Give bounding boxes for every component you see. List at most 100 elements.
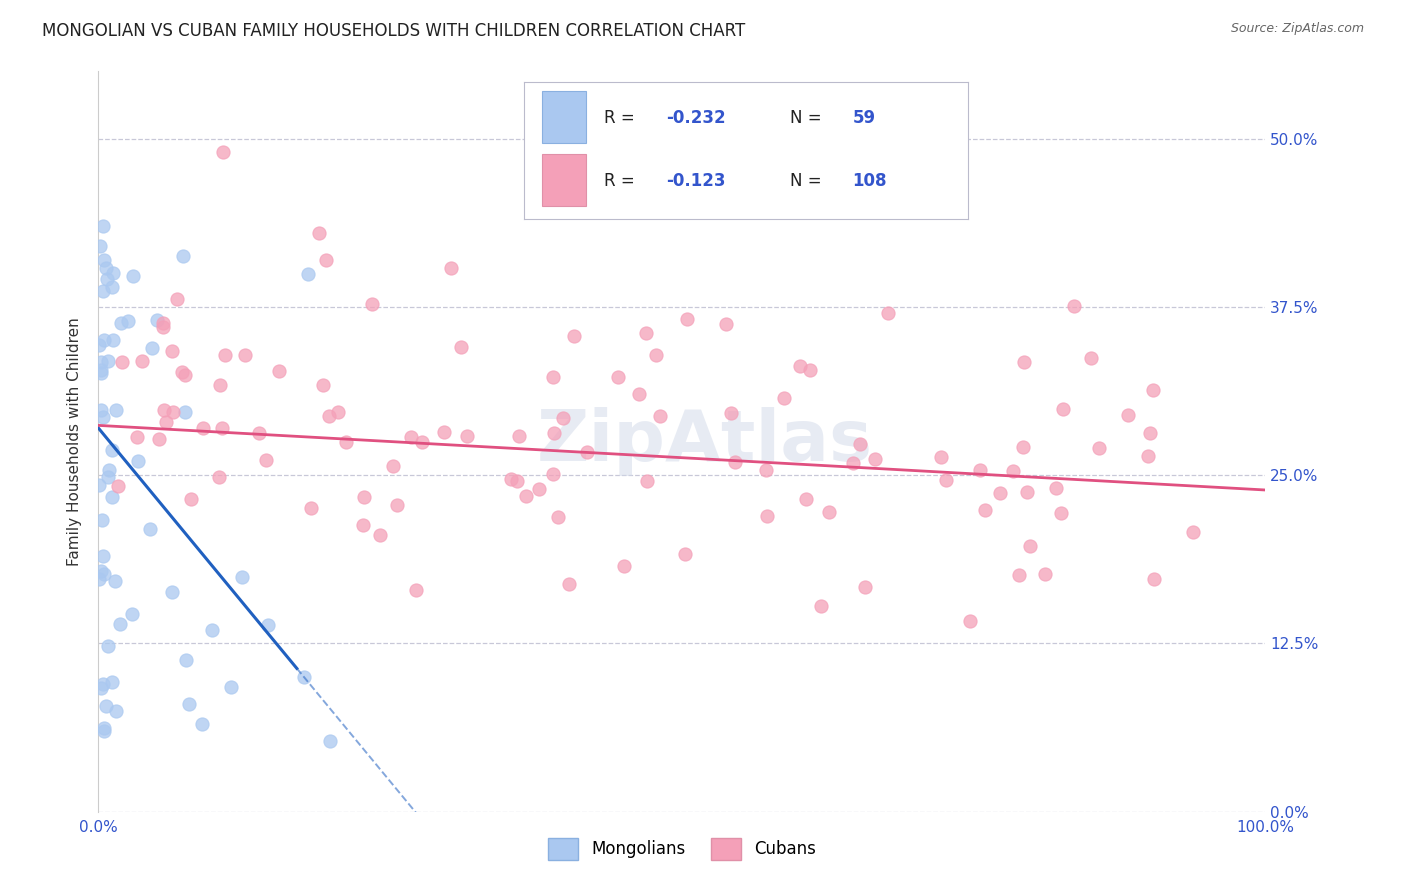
Point	[90, 367, 112, 381]
Point	[312, 378, 335, 392]
Point	[93, 566, 115, 581]
Point	[152, 403, 174, 417]
Point	[98, 463, 121, 477]
Point	[1080, 351, 1102, 365]
Point	[326, 405, 349, 419]
Point	[139, 522, 162, 536]
Point	[319, 733, 342, 747]
Point	[125, 430, 148, 444]
Y-axis label: Family Households with Children: Family Households with Children	[67, 318, 83, 566]
Legend: Mongolians, Cubans: Mongolians, Cubans	[541, 831, 823, 866]
Text: ZipAtlas: ZipAtlas	[537, 407, 873, 476]
Point	[755, 509, 778, 524]
Text: Source: ZipAtlas.com: Source: ZipAtlas.com	[1230, 22, 1364, 36]
Point	[97, 354, 120, 368]
Point	[796, 491, 818, 506]
Point	[174, 405, 197, 419]
Point	[506, 475, 529, 489]
Point	[103, 574, 125, 589]
Point	[1019, 539, 1042, 553]
Point	[929, 450, 952, 464]
Point	[308, 226, 330, 240]
Point	[1181, 524, 1204, 539]
Point	[90, 681, 112, 695]
Point	[100, 490, 122, 504]
Point	[385, 498, 408, 512]
Point	[450, 340, 472, 354]
Point	[191, 717, 214, 731]
Point	[724, 455, 747, 469]
Point	[562, 329, 585, 343]
Point	[675, 312, 697, 326]
Point	[1017, 484, 1039, 499]
Point	[301, 501, 323, 516]
Point	[877, 306, 900, 320]
Point	[219, 680, 242, 694]
Point	[101, 333, 124, 347]
Point	[121, 268, 143, 283]
Point	[101, 674, 124, 689]
Point	[606, 369, 628, 384]
Point	[969, 463, 991, 477]
Point	[1012, 440, 1035, 454]
Point	[541, 370, 564, 384]
Point	[148, 432, 170, 446]
Point	[254, 453, 277, 467]
Point	[818, 505, 841, 519]
Point	[90, 402, 112, 417]
Point	[543, 467, 565, 482]
Point	[89, 363, 111, 377]
Point	[87, 573, 110, 587]
Point	[141, 341, 163, 355]
Point	[90, 513, 112, 527]
Point	[368, 528, 391, 542]
Point	[1002, 464, 1025, 478]
Point	[176, 653, 198, 667]
Point	[152, 316, 174, 330]
Point	[101, 280, 124, 294]
Point	[90, 354, 112, 368]
Point	[100, 442, 122, 457]
Point	[644, 348, 666, 362]
Point	[335, 435, 357, 450]
Point	[501, 472, 523, 486]
Point	[160, 343, 183, 358]
Point	[973, 503, 995, 517]
Point	[89, 478, 111, 492]
Point	[191, 421, 214, 435]
Point	[714, 317, 737, 331]
Point	[799, 363, 821, 377]
Point	[211, 421, 233, 435]
Point	[810, 599, 832, 613]
Point	[853, 580, 876, 594]
Point	[1143, 572, 1166, 586]
Point	[94, 260, 117, 275]
Point	[94, 698, 117, 713]
Point	[399, 430, 422, 444]
Point	[91, 410, 114, 425]
Point	[104, 403, 127, 417]
Point	[172, 249, 194, 263]
Point	[214, 348, 236, 362]
Point	[508, 428, 530, 442]
Point	[152, 319, 174, 334]
Point	[166, 292, 188, 306]
Point	[174, 368, 197, 383]
Point	[411, 435, 433, 450]
Point	[121, 607, 143, 621]
Point	[381, 459, 404, 474]
Point	[127, 454, 149, 468]
Point	[200, 623, 222, 637]
Point	[212, 145, 235, 160]
Point	[456, 429, 478, 443]
Point	[89, 239, 111, 253]
Point	[1088, 442, 1111, 456]
Point	[634, 326, 657, 340]
Point	[849, 437, 872, 451]
Point	[87, 338, 110, 352]
Point	[101, 266, 124, 280]
Point	[547, 510, 569, 524]
Point	[648, 409, 671, 423]
Point	[97, 470, 120, 484]
Text: MONGOLIAN VS CUBAN FAMILY HOUSEHOLDS WITH CHILDREN CORRELATION CHART: MONGOLIAN VS CUBAN FAMILY HOUSEHOLDS WIT…	[42, 22, 745, 40]
